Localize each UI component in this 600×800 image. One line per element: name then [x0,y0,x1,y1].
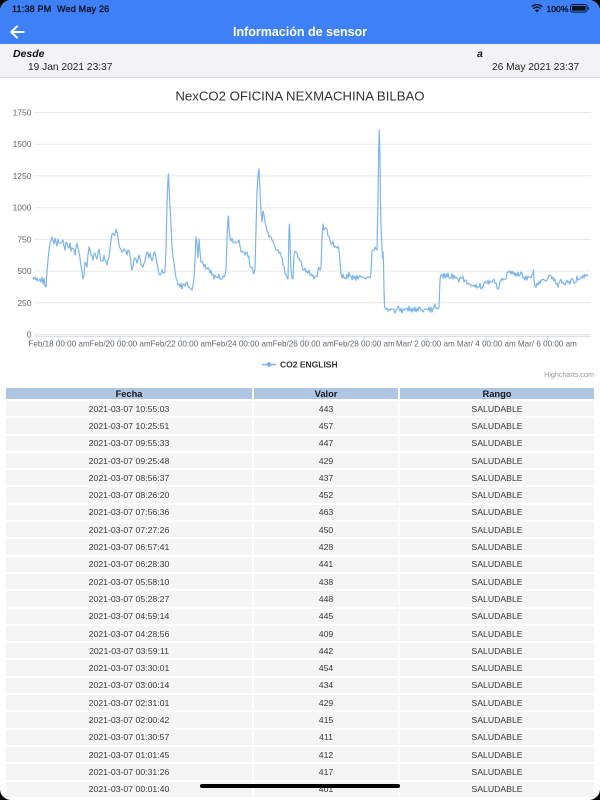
svg-text:0: 0 [27,330,32,340]
svg-text:1500: 1500 [13,139,32,149]
svg-text:NexCO2 OFICINA NEXMACHINA BILB: NexCO2 OFICINA NEXMACHINA BILBAO [175,89,424,104]
svg-text:1000: 1000 [13,203,32,213]
svg-text:1750: 1750 [13,108,32,118]
svg-text:750: 750 [17,234,31,244]
svg-text:Feb/26 00:00 am: Feb/26 00:00 am [273,340,334,349]
svg-text:Highcharts.com: Highcharts.com [544,370,594,379]
svg-text:CO2 ENGLISH: CO2 ENGLISH [280,360,338,370]
svg-text:Mar/ 6 00:00 am: Mar/ 6 00:00 am [518,340,577,349]
svg-text:Feb/28 00:00 am: Feb/28 00:00 am [334,340,395,349]
svg-text:Feb/18 00:00 am: Feb/18 00:00 am [28,340,89,349]
svg-text:Mar/ 4 00:00 am: Mar/ 4 00:00 am [457,340,516,349]
svg-text:250: 250 [17,298,31,308]
svg-text:Feb/24 00:00 am: Feb/24 00:00 am [211,340,272,349]
svg-text:Feb/20 00:00 am: Feb/20 00:00 am [89,340,150,349]
svg-text:500: 500 [17,266,31,276]
svg-text:Mar/ 2 00:00 am: Mar/ 2 00:00 am [396,340,455,349]
svg-text:1250: 1250 [13,171,32,181]
svg-text:Feb/22 00:00 am: Feb/22 00:00 am [150,340,211,349]
